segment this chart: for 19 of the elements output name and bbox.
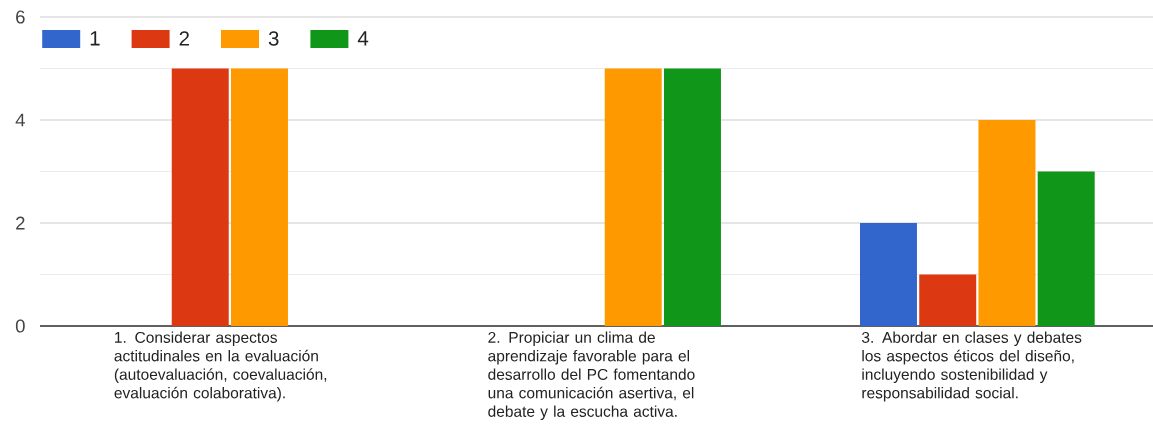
x-tick-label: 2. Propiciar un clima de aprendizaje favorable para el desarrollo del PC fomentando una comunicación asertiva, el debate y la escucha activa. [488,331,695,420]
y-tick-label: 2 [16,216,25,230]
bar [859,223,917,326]
y-tick-label: 0 [15,319,25,333]
legend-label: 4 [357,31,369,46]
y-tick-label: 4 [15,113,25,127]
bar [663,68,721,326]
bar [919,274,977,326]
legend-label: 3 [268,31,279,46]
x-tick-label: 1. Considerar aspectos actitudinales en la evaluación (autoevaluación, coevaluación, evaluación colaborativa). [114,331,327,402]
legend-label: 2 [179,31,189,46]
bar [171,68,229,326]
legend-label: 1 [90,31,100,46]
bar [978,120,1036,326]
bar [230,68,288,326]
x-tick-label: 3. Abordar en clases y debates los aspectos éticos del diseño, incluyendo sostenibilidad y responsabilidad social. [861,331,1082,402]
bar [604,68,662,326]
y-tick-label: 6 [16,10,25,24]
bar [1037,171,1095,326]
